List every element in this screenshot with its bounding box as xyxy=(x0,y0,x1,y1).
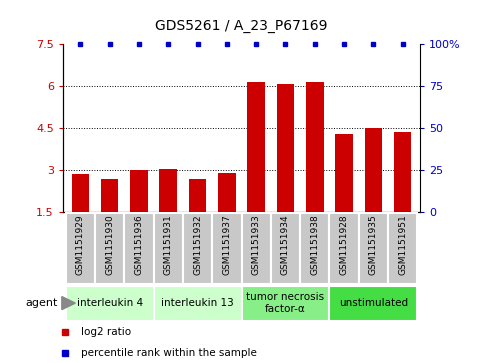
Bar xyxy=(71,174,89,212)
FancyBboxPatch shape xyxy=(359,213,388,284)
Bar xyxy=(130,170,148,212)
Text: unstimulated: unstimulated xyxy=(339,298,408,308)
Text: GSM1151929: GSM1151929 xyxy=(76,215,85,275)
Text: GSM1151930: GSM1151930 xyxy=(105,215,114,275)
FancyBboxPatch shape xyxy=(388,213,417,284)
Text: GSM1151951: GSM1151951 xyxy=(398,215,407,275)
Bar xyxy=(365,128,382,212)
Text: GSM1151931: GSM1151931 xyxy=(164,215,173,275)
FancyBboxPatch shape xyxy=(329,213,359,284)
Text: interleukin 13: interleukin 13 xyxy=(161,298,234,308)
Text: GSM1151935: GSM1151935 xyxy=(369,215,378,275)
Bar xyxy=(218,173,236,212)
FancyBboxPatch shape xyxy=(183,213,212,284)
Text: GSM1151937: GSM1151937 xyxy=(222,215,231,275)
Text: GSM1151938: GSM1151938 xyxy=(310,215,319,275)
Bar xyxy=(394,132,412,212)
Text: GSM1151936: GSM1151936 xyxy=(134,215,143,275)
Bar xyxy=(277,84,294,212)
Polygon shape xyxy=(62,297,75,310)
Text: GSM1151934: GSM1151934 xyxy=(281,215,290,275)
Text: GSM1151932: GSM1151932 xyxy=(193,215,202,275)
Bar xyxy=(159,169,177,212)
Text: percentile rank within the sample: percentile rank within the sample xyxy=(81,347,256,358)
FancyBboxPatch shape xyxy=(95,213,124,284)
Bar xyxy=(101,179,118,212)
FancyBboxPatch shape xyxy=(154,286,242,321)
FancyBboxPatch shape xyxy=(271,213,300,284)
Text: tumor necrosis
factor-α: tumor necrosis factor-α xyxy=(246,292,325,314)
FancyBboxPatch shape xyxy=(212,213,242,284)
Bar xyxy=(189,179,206,212)
FancyBboxPatch shape xyxy=(300,213,329,284)
FancyBboxPatch shape xyxy=(154,213,183,284)
Text: interleukin 4: interleukin 4 xyxy=(77,298,143,308)
Bar xyxy=(306,82,324,212)
Bar xyxy=(335,134,353,212)
Text: log2 ratio: log2 ratio xyxy=(81,327,131,337)
Text: GSM1151933: GSM1151933 xyxy=(252,215,261,275)
FancyBboxPatch shape xyxy=(242,286,329,321)
FancyBboxPatch shape xyxy=(242,213,271,284)
Text: GSM1151928: GSM1151928 xyxy=(340,215,349,275)
FancyBboxPatch shape xyxy=(66,286,154,321)
Bar xyxy=(247,82,265,212)
Text: agent: agent xyxy=(26,298,58,308)
FancyBboxPatch shape xyxy=(66,213,95,284)
FancyBboxPatch shape xyxy=(329,286,417,321)
Text: GDS5261 / A_23_P67169: GDS5261 / A_23_P67169 xyxy=(155,19,328,33)
FancyBboxPatch shape xyxy=(124,213,154,284)
